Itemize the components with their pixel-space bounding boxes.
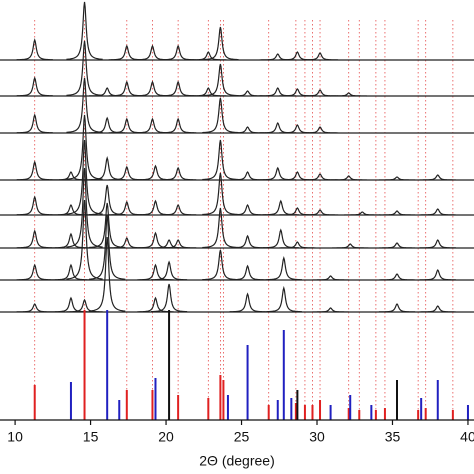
peak — [66, 77, 103, 133]
peak — [378, 242, 416, 249]
peak — [52, 296, 90, 313]
peak — [89, 184, 126, 216]
peak — [137, 164, 174, 181]
peak — [202, 97, 239, 134]
peak — [202, 139, 239, 181]
x-tick-label: 10 — [7, 429, 23, 445]
peak — [332, 243, 369, 249]
peak — [160, 166, 197, 181]
peak — [279, 241, 316, 249]
peak — [66, 114, 103, 180]
peak — [16, 195, 53, 216]
peak — [190, 51, 227, 61]
peak — [66, 298, 103, 313]
peak — [89, 236, 126, 312]
peak — [301, 209, 339, 216]
peak — [52, 263, 90, 281]
peak — [344, 211, 381, 216]
peak — [150, 283, 188, 313]
peak — [66, 40, 103, 96]
peak — [378, 303, 416, 313]
peak — [52, 171, 90, 181]
peak — [259, 121, 296, 134]
peak — [16, 113, 53, 134]
peak — [229, 234, 266, 249]
peak — [150, 239, 188, 249]
peak — [419, 239, 456, 249]
peak — [259, 166, 296, 181]
peak — [229, 264, 266, 281]
x-tick-label: 25 — [234, 429, 250, 445]
x-tick-label: 20 — [158, 429, 174, 445]
peak — [279, 51, 316, 61]
peak — [419, 305, 456, 313]
peak — [330, 175, 367, 181]
peak — [89, 156, 126, 181]
peak — [16, 160, 53, 181]
peak — [330, 92, 367, 97]
peak — [52, 232, 90, 249]
peak — [160, 203, 197, 216]
x-tick-label: 15 — [83, 429, 99, 445]
peak — [137, 263, 174, 281]
peak — [16, 38, 53, 61]
peak — [265, 285, 302, 313]
x-tick-label: 40 — [460, 429, 474, 445]
peak — [419, 208, 456, 216]
peak — [312, 307, 349, 313]
peak — [202, 26, 239, 61]
peak — [108, 236, 145, 249]
peak — [419, 268, 456, 281]
peak — [301, 52, 339, 61]
x-tick-label: 30 — [309, 429, 325, 445]
x-axis-label: 2Θ (degree) — [199, 453, 274, 469]
peak — [66, 139, 103, 215]
peak — [378, 210, 416, 216]
peak — [419, 174, 456, 181]
peak — [378, 176, 416, 181]
peak — [150, 260, 188, 281]
peak — [160, 117, 197, 134]
peak — [229, 292, 266, 313]
peak — [190, 87, 227, 97]
peak — [202, 63, 239, 97]
peak — [259, 87, 296, 97]
peak — [16, 229, 53, 249]
peak — [262, 199, 299, 216]
peak — [89, 214, 126, 280]
peak — [378, 273, 416, 281]
peak — [137, 296, 174, 313]
peak — [16, 303, 53, 313]
peak — [312, 275, 349, 281]
peak — [137, 199, 174, 216]
peak — [262, 228, 299, 249]
x-tick-label: 35 — [385, 429, 401, 445]
peak — [202, 172, 239, 216]
peak — [301, 126, 339, 134]
peak — [16, 263, 53, 281]
peak — [265, 256, 302, 281]
peak — [202, 207, 239, 249]
peak — [16, 76, 53, 97]
peak — [66, 1, 103, 60]
peak — [160, 239, 197, 249]
peak — [229, 203, 266, 216]
peak — [89, 87, 126, 97]
